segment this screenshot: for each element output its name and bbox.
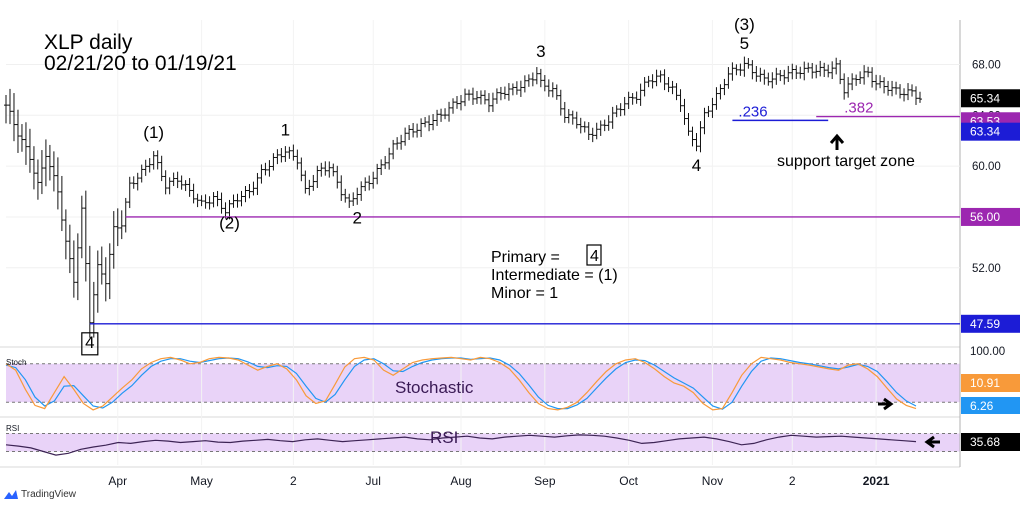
price-badge bbox=[961, 89, 1020, 108]
stoch-tick-label: 100.00 bbox=[970, 346, 1005, 358]
up-arrow-icon bbox=[829, 133, 845, 150]
x-tick-label: 2 bbox=[290, 474, 297, 488]
price-badge bbox=[961, 122, 1020, 141]
x-tick-label: Oct bbox=[619, 474, 638, 488]
wave-label: (1) bbox=[143, 123, 164, 142]
x-tick-label: 2021 bbox=[863, 474, 890, 488]
price-badge bbox=[961, 207, 1020, 226]
stoch-d-line bbox=[5, 357, 917, 410]
x-tick-label: Aug bbox=[450, 474, 471, 488]
wave-label: 2 bbox=[352, 208, 361, 227]
wave-label: (2) bbox=[219, 213, 240, 232]
stochastic-label: Stochastic bbox=[395, 378, 474, 397]
wave-label: 4 bbox=[692, 156, 701, 175]
wave-label: 3 bbox=[536, 42, 545, 61]
rsi-series-line bbox=[5, 434, 917, 456]
rsi-badge bbox=[961, 433, 1020, 451]
axes: 52.0056.0060.0064.0068.00AprMay2JulAugSe… bbox=[108, 59, 1020, 488]
x-tick-label: Sep bbox=[534, 474, 556, 488]
price-badge-label: 47.59 bbox=[970, 317, 1000, 331]
y-tick-label: 52.00 bbox=[972, 263, 1001, 275]
chart-title: XLP daily bbox=[44, 31, 133, 54]
rsi-line bbox=[5, 433, 960, 456]
wave-label: 1 bbox=[281, 121, 290, 140]
chart-subtitle: 02/21/20 to 01/19/21 bbox=[44, 52, 237, 75]
stoch-pane-title: Stoch bbox=[6, 358, 26, 367]
stoch-k-badge-label: 10.91 bbox=[970, 376, 1000, 390]
right-arrow-icon bbox=[878, 397, 894, 411]
x-tick-label: May bbox=[190, 474, 213, 488]
stochastic-lines bbox=[5, 356, 960, 411]
annotations: (1) 1 3 (3)5 (2) 2 4 4 bbox=[81, 15, 755, 356]
x-tick-label: Apr bbox=[108, 474, 127, 488]
tradingview-brand: TradingView bbox=[21, 489, 77, 500]
stoch-d-badge bbox=[961, 397, 1020, 414]
price-badge bbox=[961, 314, 1020, 333]
rsi-badge-label: 35.68 bbox=[970, 435, 1000, 449]
price-badge-label: 56.00 bbox=[970, 210, 1000, 224]
primary-box bbox=[586, 244, 602, 266]
intermediate-label: Intermediate = (1) bbox=[491, 267, 618, 284]
stochastic-band bbox=[6, 363, 960, 403]
support-zone-label: support target zone bbox=[777, 153, 915, 170]
x-tick-label: 2 bbox=[789, 474, 796, 488]
wave-label: (3) bbox=[734, 15, 755, 34]
y-tick-label: 68.00 bbox=[972, 59, 1001, 71]
fib-label: .236 bbox=[738, 103, 767, 120]
wave-label: 4 bbox=[85, 333, 94, 352]
wave-label: 5 bbox=[740, 34, 749, 53]
wave-box bbox=[81, 332, 99, 356]
primary-label: Primary = bbox=[491, 249, 560, 266]
minor-label: Minor = 1 bbox=[491, 285, 558, 302]
left-arrow-icon bbox=[924, 435, 940, 449]
support-levels: .236 .382 bbox=[89, 100, 960, 325]
rsi-label: RSI bbox=[430, 428, 458, 447]
stoch-k-badge bbox=[961, 374, 1020, 392]
tradingview-icon bbox=[4, 490, 18, 499]
primary-box-label: 4 bbox=[590, 248, 599, 265]
fib-label: .382 bbox=[844, 100, 873, 117]
y-tick-label: 60.00 bbox=[972, 161, 1001, 173]
stoch-d-badge-label: 6.26 bbox=[970, 399, 994, 413]
price-badge-label: 63.34 bbox=[970, 125, 1000, 139]
price-bars bbox=[4, 56, 922, 338]
x-tick-label: Nov bbox=[702, 474, 723, 488]
tradingview-logo[interactable]: TradingView bbox=[4, 489, 76, 500]
x-tick-label: Jul bbox=[366, 474, 381, 488]
stoch-k-line bbox=[5, 356, 917, 411]
price-badge-label: 65.34 bbox=[970, 91, 1000, 105]
rsi-pane-title: RSI bbox=[6, 424, 19, 433]
rsi-band bbox=[6, 433, 960, 452]
